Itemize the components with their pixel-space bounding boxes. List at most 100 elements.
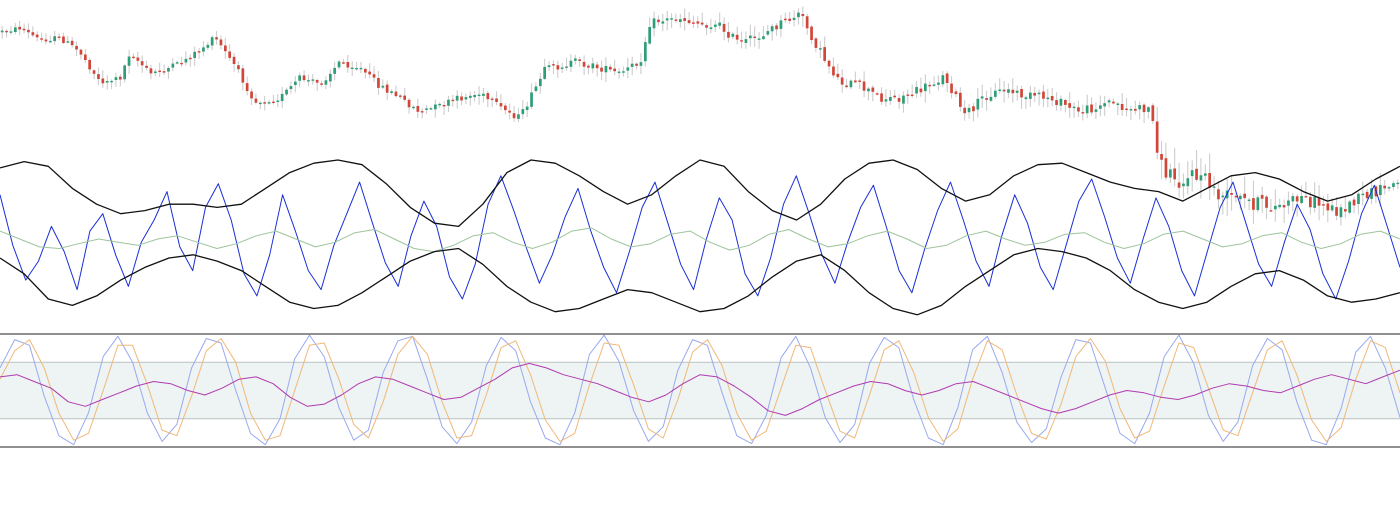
- candle-down: [1304, 196, 1308, 198]
- candle-up: [1361, 193, 1365, 196]
- candle-down: [27, 29, 30, 33]
- candle-down: [377, 78, 380, 88]
- candle-down: [657, 19, 660, 23]
- candle-down: [224, 45, 227, 52]
- candle-up: [469, 95, 472, 98]
- candle-up: [171, 63, 175, 68]
- candle-up: [630, 63, 634, 67]
- candle-up: [154, 71, 157, 73]
- candle-down: [1173, 168, 1176, 180]
- candle-up: [477, 94, 481, 96]
- candle-up: [731, 33, 735, 37]
- candle-down: [407, 99, 411, 108]
- candle-down: [784, 18, 787, 21]
- candle-up: [285, 89, 288, 95]
- candle-up: [661, 21, 665, 24]
- candle-up: [1330, 205, 1334, 211]
- candle-up: [455, 95, 459, 101]
- candle-up: [1037, 92, 1041, 95]
- candle-down: [840, 77, 844, 85]
- candle-down: [600, 67, 603, 72]
- candle-up: [1348, 201, 1351, 213]
- candle-down: [1002, 89, 1006, 92]
- candle-down: [70, 40, 74, 46]
- candle-down: [1344, 209, 1347, 212]
- candle-down: [512, 113, 516, 119]
- candle-down: [495, 98, 498, 102]
- candle-down: [197, 51, 201, 53]
- candle-up: [639, 62, 643, 66]
- candle-up: [521, 109, 525, 115]
- candle-up: [762, 36, 765, 40]
- candle-down: [950, 83, 953, 94]
- candle-down: [613, 68, 616, 72]
- candle-up: [1085, 105, 1089, 114]
- candle-up: [1072, 106, 1076, 109]
- candle-down: [272, 101, 275, 103]
- candle-down: [420, 111, 424, 113]
- candle-up: [276, 100, 280, 102]
- candle-up: [1099, 105, 1102, 109]
- candle-up: [792, 17, 796, 20]
- candle-down: [1383, 185, 1386, 189]
- candle-up: [1029, 92, 1032, 99]
- candle-up: [210, 37, 214, 46]
- candle-down: [1269, 210, 1273, 212]
- candle-down: [985, 98, 988, 100]
- candle-down: [1217, 189, 1220, 200]
- stoch-d-line: [0, 335, 1400, 442]
- candle-down: [735, 34, 739, 40]
- candle-down: [578, 59, 581, 61]
- candle-up: [447, 99, 450, 106]
- candle-down: [1282, 205, 1286, 208]
- candle-down: [805, 16, 809, 29]
- candle-down: [394, 91, 398, 97]
- candle-down: [75, 45, 78, 50]
- candle-up: [324, 80, 328, 85]
- candle-up: [464, 97, 468, 100]
- candle-up: [679, 19, 682, 22]
- candle-down: [35, 34, 39, 38]
- candle-up: [569, 60, 573, 67]
- candle-down: [504, 105, 507, 111]
- candle-up: [1300, 196, 1303, 203]
- candle-down: [88, 60, 91, 70]
- candle-down: [1243, 193, 1246, 199]
- candle-down: [416, 106, 420, 112]
- candle-up: [779, 20, 783, 29]
- candle-down: [963, 107, 966, 114]
- candle-down: [1195, 168, 1198, 180]
- candle-down: [972, 106, 975, 112]
- candle-down: [1208, 173, 1211, 188]
- candle-up: [355, 68, 358, 70]
- candle-up: [53, 36, 56, 42]
- candle-up: [1147, 107, 1150, 112]
- candle-up: [1059, 98, 1063, 106]
- stochastic-zone: [0, 362, 1400, 419]
- candle-down: [832, 66, 835, 76]
- candle-down: [40, 38, 43, 40]
- candle-up: [267, 102, 271, 104]
- candle-up: [1357, 193, 1360, 204]
- candle-up: [429, 108, 433, 110]
- candle-down: [490, 98, 494, 100]
- candle-down: [1068, 103, 1071, 108]
- candle-up: [967, 107, 971, 113]
- candle-up: [849, 80, 853, 88]
- candle-down: [1077, 107, 1080, 112]
- candle-up: [617, 71, 621, 73]
- candle-down: [959, 92, 962, 107]
- candle-up: [560, 67, 564, 69]
- candle-down: [254, 98, 258, 103]
- candle-up: [1024, 97, 1028, 100]
- candle-up: [337, 61, 341, 68]
- candle-up: [1256, 197, 1260, 211]
- candle-up: [1370, 188, 1373, 199]
- candle-down: [263, 102, 266, 104]
- candle-down: [687, 20, 691, 24]
- stochastic-panel: [0, 333, 1400, 448]
- candle-up: [1313, 196, 1316, 208]
- lower-band-line: [0, 247, 1400, 316]
- candle-down: [700, 22, 704, 25]
- candle-up: [425, 108, 428, 110]
